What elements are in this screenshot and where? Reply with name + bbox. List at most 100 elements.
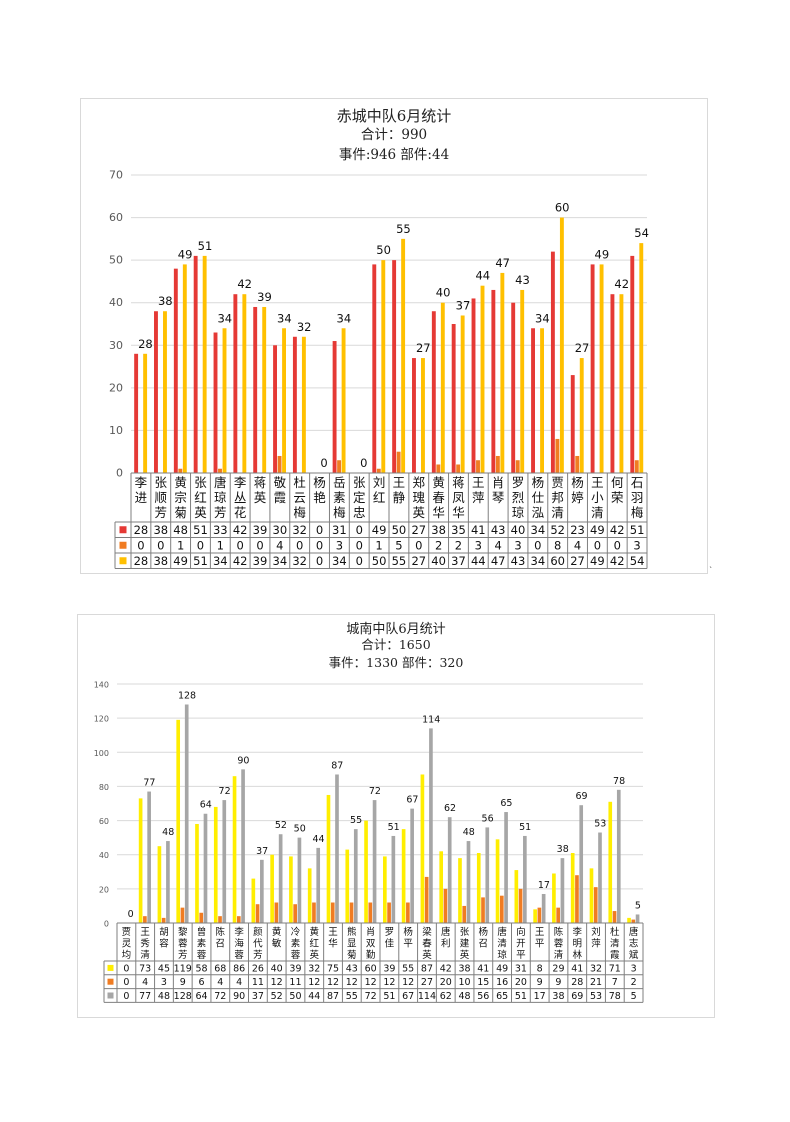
bar-total <box>520 289 525 473</box>
category-label: 王秀清 <box>140 927 150 961</box>
bar-total <box>381 260 386 473</box>
table-value: 40 <box>511 523 526 537</box>
bar-part <box>424 876 429 923</box>
data-label-total: 87 <box>331 760 343 771</box>
table-value: 0 <box>356 523 363 537</box>
bar-event <box>589 868 594 923</box>
category-label: 肖双勤 <box>366 926 376 961</box>
bar-part <box>462 905 467 923</box>
category-label: 王华 <box>328 927 338 950</box>
data-label-total: 40 <box>436 286 451 300</box>
chart-title: 城南中队6月统计 <box>346 621 445 637</box>
category-label: 贾邦清 <box>551 475 564 520</box>
bar-part <box>255 904 260 923</box>
table-value: 87 <box>421 963 433 974</box>
table-value: 35 <box>451 523 466 537</box>
table-value: 49 <box>590 554 605 568</box>
category-label: 颜代芳 <box>253 926 263 961</box>
data-label-total: 42 <box>237 277 252 291</box>
bar-total <box>500 272 505 473</box>
data-label-total: 52 <box>275 820 287 831</box>
table-value: 62 <box>440 991 452 1002</box>
table-value: 12 <box>327 977 339 988</box>
bar-event <box>326 794 331 923</box>
data-label-total: 55 <box>396 222 411 236</box>
table-value: 8 <box>554 538 561 552</box>
data-label-total: 78 <box>613 776 625 787</box>
bar-event <box>471 298 476 473</box>
bar-total <box>353 829 358 923</box>
table-value: 34 <box>531 523 546 537</box>
table-value: 39 <box>253 554 268 568</box>
table-value: 33 <box>213 523 228 537</box>
table-value: 51 <box>630 523 645 537</box>
table-value: 48 <box>158 991 170 1002</box>
table-value: 1 <box>177 538 184 552</box>
legend-key-part <box>107 978 114 985</box>
table-value: 15 <box>477 977 489 988</box>
bar-part <box>556 907 560 923</box>
data-label-total: 49 <box>178 247 193 261</box>
table-value: 0 <box>123 991 129 1002</box>
category-label: 黄宗菊 <box>174 475 187 520</box>
data-label-total: 34 <box>277 311 292 325</box>
category-label: 李明林 <box>572 926 582 961</box>
bar-total <box>166 841 170 923</box>
table-value: 28 <box>134 554 149 568</box>
table-value: 17 <box>534 991 546 1002</box>
category-label: 贾灵均 <box>122 927 132 961</box>
table-value: 7 <box>612 977 618 988</box>
table-value: 55 <box>402 963 414 974</box>
data-label-total: 43 <box>515 273 530 287</box>
table-value: 128 <box>174 991 192 1002</box>
table-value: 32 <box>590 963 602 974</box>
y-tick-label: 100 <box>94 749 109 758</box>
bar-total <box>440 302 445 473</box>
category-label: 王小清 <box>591 475 604 520</box>
category-label: 黎蓉芳 <box>178 926 188 961</box>
bar-total <box>262 306 267 473</box>
data-label-total: 56 <box>482 813 494 824</box>
bar-total <box>579 805 584 923</box>
table-value: 90 <box>233 991 245 1002</box>
table-value: 32 <box>308 963 320 974</box>
chart-title: 赤城中队6月统计 <box>337 107 452 125</box>
category-label: 张红英 <box>194 475 207 520</box>
table-value: 38 <box>458 963 470 974</box>
bar-total <box>297 837 302 923</box>
data-label-total: 72 <box>369 786 381 797</box>
data-label-total: 60 <box>555 201 570 215</box>
table-value: 68 <box>214 963 226 974</box>
category-label: 冷素蓉 <box>291 926 301 961</box>
category-label: 罗烈琼 <box>512 475 525 520</box>
table-value: 41 <box>571 963 583 974</box>
table-value: 3 <box>336 538 343 552</box>
bar-part <box>481 897 485 923</box>
bar-event <box>590 264 595 473</box>
table-value: 51 <box>383 991 395 1002</box>
bar-event <box>531 328 535 473</box>
data-label-total: 90 <box>237 755 249 766</box>
bar-part <box>277 455 282 473</box>
table-value: 28 <box>571 977 583 988</box>
bar-total <box>335 774 339 923</box>
bar-part <box>349 902 354 923</box>
legend-key-part <box>119 541 127 549</box>
table-value: 41 <box>477 963 489 974</box>
table-value: 34 <box>213 554 228 568</box>
bar-part <box>274 902 279 923</box>
table-value: 51 <box>193 554 208 568</box>
bar-total <box>616 789 621 923</box>
data-label-total: 27 <box>416 341 431 355</box>
y-tick-label: 40 <box>109 296 123 309</box>
data-label-total: 38 <box>557 844 569 855</box>
table-value: 38 <box>431 523 446 537</box>
table-value: 8 <box>537 963 543 974</box>
table-value: 53 <box>590 991 602 1002</box>
y-tick-label: 120 <box>94 715 109 724</box>
table-value: 4 <box>217 977 223 988</box>
category-label: 李海蓉 <box>234 926 244 961</box>
table-value: 69 <box>571 991 583 1002</box>
bar-total <box>401 238 406 473</box>
bar-total <box>241 769 245 923</box>
